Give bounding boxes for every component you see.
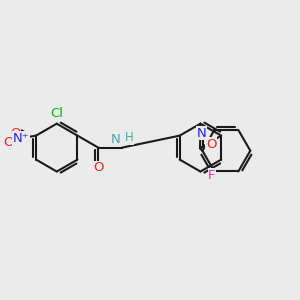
Text: O⁻: O⁻ xyxy=(3,136,21,149)
Text: O: O xyxy=(10,127,21,140)
Text: O: O xyxy=(93,161,104,174)
Text: N⁺: N⁺ xyxy=(13,131,29,145)
Text: N: N xyxy=(197,127,206,140)
Text: H: H xyxy=(124,131,133,144)
Text: F: F xyxy=(208,169,216,182)
Text: O: O xyxy=(206,138,216,151)
Text: Cl: Cl xyxy=(50,107,63,120)
Text: N: N xyxy=(111,133,121,146)
